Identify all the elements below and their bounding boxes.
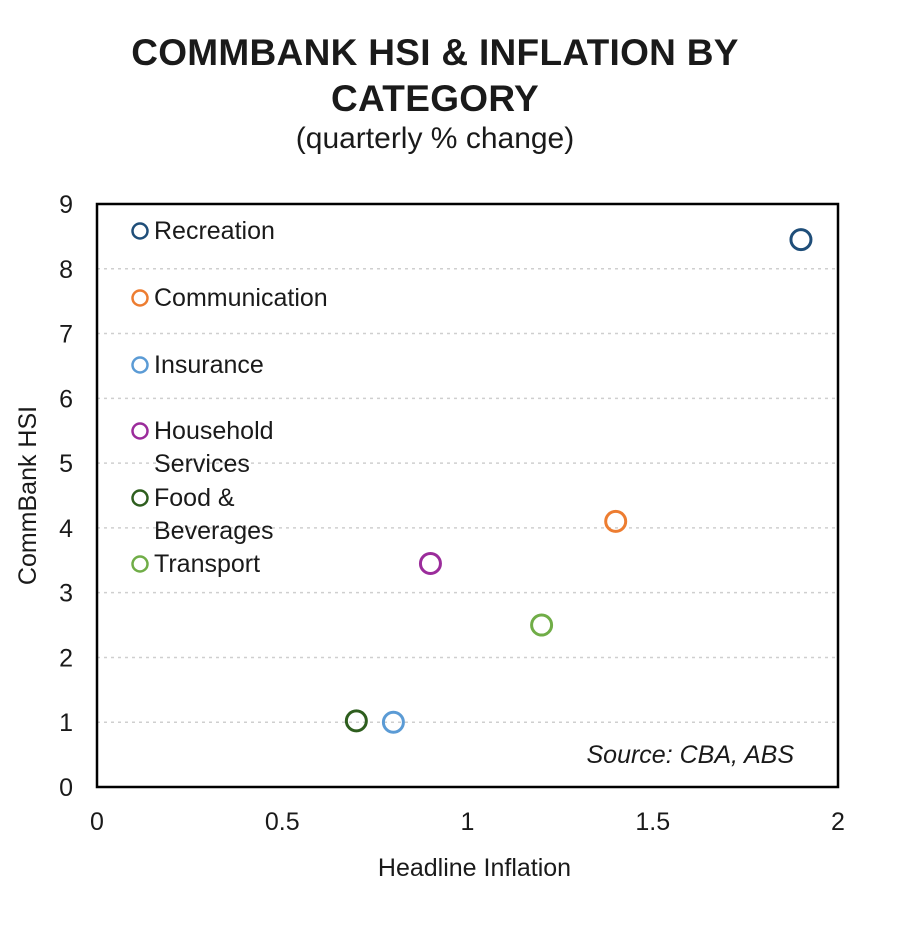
legend-marker [131, 222, 149, 240]
source-annotation: Source: CBA, ABS [587, 741, 795, 769]
legend-item-transport: Transport [131, 550, 260, 578]
y-tick-label: 4 [59, 515, 73, 543]
point-recreation [789, 228, 813, 252]
x-axis-label: Headline Inflation [378, 854, 571, 882]
chart-title: COMMBANK HSI & INFLATION BY CATEGORY [0, 30, 870, 122]
point-transport [530, 613, 554, 637]
legend-item-communication: Communication [131, 284, 328, 312]
legend-marker [131, 422, 149, 440]
x-tick-label: 0 [90, 808, 104, 836]
plot-area [95, 202, 840, 789]
point-communication [604, 509, 628, 533]
x-tick-label: 1.5 [635, 808, 670, 836]
legend-item-food-beverages: Food & Beverages [131, 484, 274, 545]
point-household-services [418, 552, 442, 576]
chart-title-line-1: COMMBANK HSI & INFLATION BY [131, 32, 739, 73]
legend-marker [131, 555, 149, 573]
y-tick-label: 8 [59, 256, 73, 284]
point-food-beverages [344, 709, 368, 733]
legend-label: Food & [154, 484, 235, 512]
legend-marker [131, 489, 149, 507]
legend-label: Insurance [154, 351, 264, 379]
y-tick-label: 9 [59, 191, 73, 219]
grid-lines [97, 268, 838, 723]
axis-ticks: 0 1 2 3 4 5 6 7 8 9 0 0.5 1 1.5 2 [59, 191, 845, 836]
legend-item-household-services: Household Services [131, 417, 274, 478]
y-tick-label: 2 [59, 644, 73, 672]
chart-subtitle: (quarterly % change) [295, 122, 575, 155]
y-tick-label: 0 [59, 774, 73, 802]
point-insurance [381, 710, 405, 734]
legend: Recreation Communication Insurance Househol… [131, 217, 328, 578]
legend-label: Recreation [154, 217, 275, 245]
y-tick-label: 1 [59, 709, 73, 737]
legend-marker [131, 289, 149, 307]
data-points [344, 228, 813, 734]
y-axis-label: CommBank HSI [14, 406, 42, 585]
x-tick-label: 1 [461, 808, 475, 836]
y-tick-label: 3 [59, 580, 73, 608]
legend-item-recreation: Recreation [131, 217, 275, 245]
legend-label: Beverages [154, 517, 274, 545]
legend-item-insurance: Insurance [131, 351, 264, 379]
y-tick-label: 5 [59, 450, 73, 478]
x-tick-label: 0.5 [265, 808, 300, 836]
legend-label: Household [154, 417, 274, 445]
legend-label: Services [154, 450, 250, 478]
y-tick-label: 7 [59, 321, 73, 349]
x-tick-label: 2 [831, 808, 845, 836]
chart-title-line-2: CATEGORY [331, 78, 539, 119]
legend-label: Transport [154, 550, 260, 578]
y-tick-label: 6 [59, 385, 73, 413]
legend-label: Communication [154, 284, 328, 312]
legend-marker [131, 356, 149, 374]
